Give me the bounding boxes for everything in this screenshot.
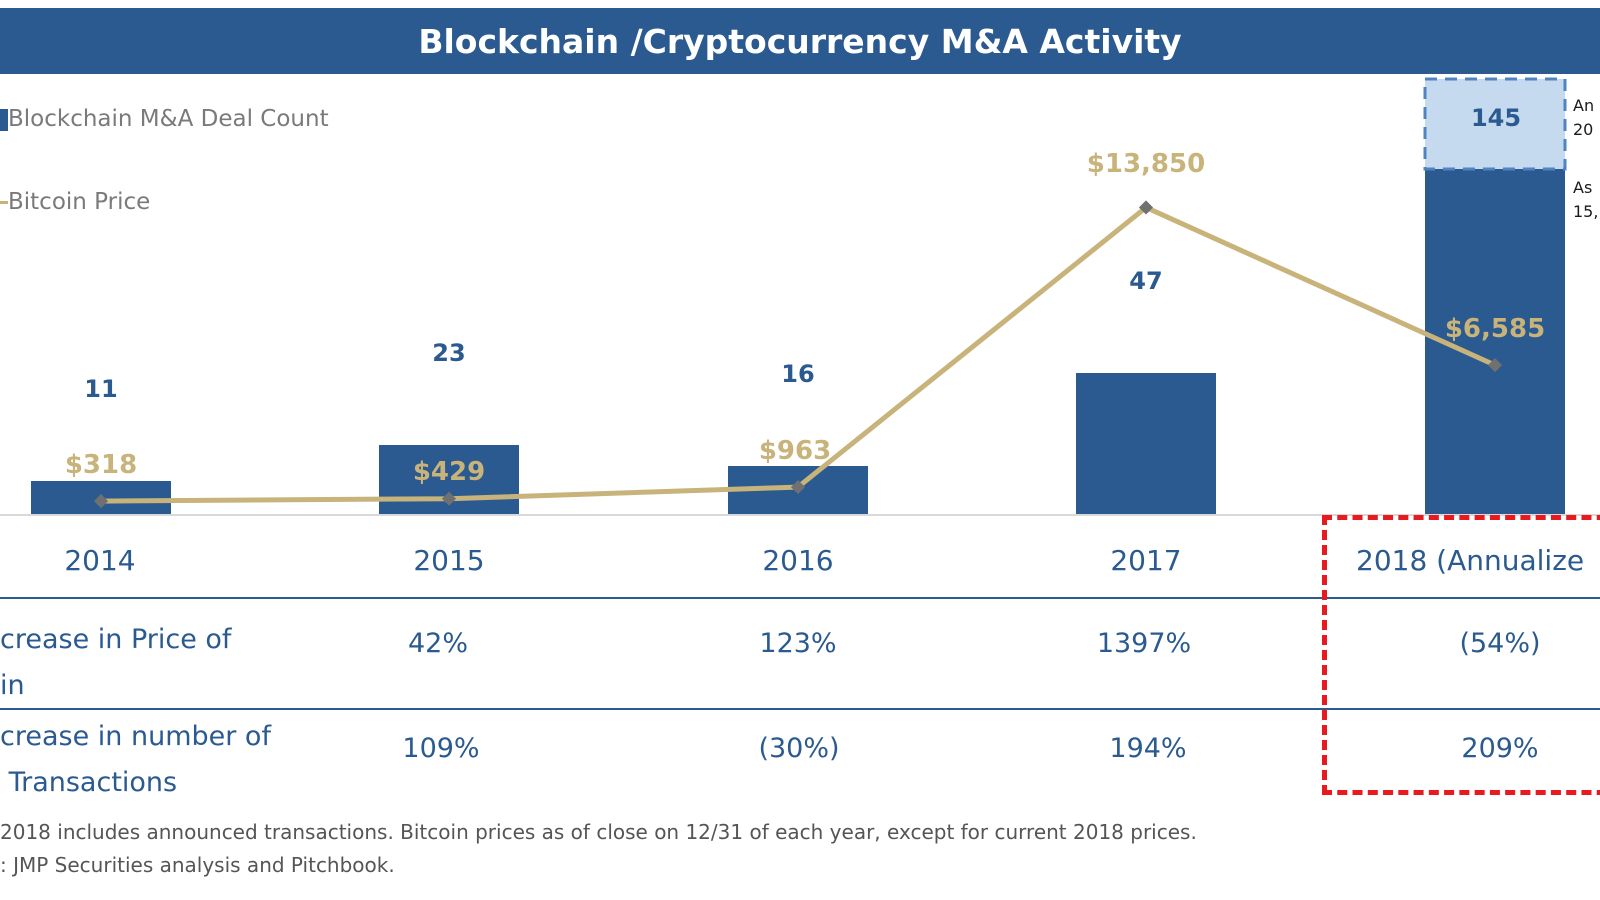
bitcoin-price-label-2015: $429 [413, 457, 485, 487]
legend-bitcoin-price-label: Bitcoin Price [8, 189, 151, 215]
note-as-of: As 15, [1573, 176, 1598, 224]
chart-title: Blockchain /Cryptocurrency M&A Activity [0, 8, 1600, 74]
x-tick-2017: 2017 [1110, 544, 1182, 577]
row-label-price-increase-line-1: crease in Price of [0, 624, 232, 655]
bitcoin-price-point-2014 [93, 494, 109, 509]
bitcoin-price-label-2014: $318 [65, 450, 137, 480]
x-tick-2015: 2015 [413, 544, 485, 577]
transaction-increase-2018: 209% [1461, 733, 1539, 764]
deal-count-label-2018: 115 [1470, 196, 1520, 224]
chart-plot: 145 11 23 16 47 115 $318 $429 $963 $13,850 $6,585 [0, 77, 1600, 516]
x-tick-2016: 2016 [762, 544, 834, 577]
note-annualized-line-2: 20 [1573, 120, 1594, 139]
legend-deal-count-label: Blockchain M&A Deal Count [8, 106, 329, 132]
annualized-bar-segment [1423, 77, 1567, 171]
table-divider-middle [0, 708, 1600, 710]
footnote-source: : JMP Securities analysis and Pitchbook. [0, 853, 395, 877]
note-annualized: An 20 [1573, 94, 1594, 142]
deal-count-label-2015: 23 [432, 339, 465, 367]
legend-deal-count: Blockchain M&A Deal Count [0, 106, 329, 132]
bitcoin-price-point-2016 [790, 480, 806, 495]
transaction-increase-2015: 109% [402, 733, 480, 764]
bitcoin-price-label-2016: $963 [759, 436, 831, 466]
price-increase-2018: (54%) [1459, 628, 1541, 659]
legend-bar-swatch [0, 108, 8, 131]
price-increase-2015: 42% [407, 628, 468, 659]
row-label-transaction-increase-line-2: Transactions [0, 767, 178, 798]
bitcoin-price-point-2018 [1487, 358, 1503, 373]
bitcoin-price-point-2017 [1138, 200, 1154, 215]
bitcoin-price-label-2017: $13,850 [1087, 149, 1205, 179]
note-as-of-line-2: 15, [1573, 202, 1599, 221]
transaction-increase-2016: (30%) [758, 733, 840, 764]
x-tick-2014: 2014 [64, 544, 136, 577]
bitcoin-price-label-2018: $6,585 [1445, 314, 1545, 344]
price-increase-2017: 1397% [1096, 628, 1192, 659]
row-label-transaction-increase: crease in number of Transactions [0, 714, 271, 806]
note-annualized-line-1: An [1573, 96, 1595, 115]
price-increase-2016: 123% [759, 628, 837, 659]
legend-line-swatch [0, 201, 8, 204]
annualized-bar-label: 145 [1471, 104, 1521, 132]
transaction-increase-2017: 194% [1109, 733, 1187, 764]
note-as-of-line-1: As [1573, 178, 1593, 197]
legend-bitcoin-price: Bitcoin Price [0, 189, 150, 215]
row-label-transaction-increase-line-1: crease in number of [0, 721, 271, 752]
deal-count-label-2016: 16 [781, 360, 814, 388]
table-divider-top [0, 597, 1600, 599]
row-label-price-increase-line-2: in [0, 670, 25, 701]
deal-count-label-2014: 11 [84, 375, 117, 403]
footnote-note: 2018 includes announced transactions. Bi… [0, 820, 1197, 844]
bitcoin-price-point-2015 [441, 491, 457, 506]
deal-count-label-2017: 47 [1129, 267, 1162, 295]
x-tick-2018: 2018 (Annualize [1356, 544, 1585, 577]
highlight-2018-box [1322, 515, 1600, 795]
row-label-price-increase: crease in Price of in [0, 617, 231, 709]
deal-bar-2017 [1076, 373, 1216, 514]
